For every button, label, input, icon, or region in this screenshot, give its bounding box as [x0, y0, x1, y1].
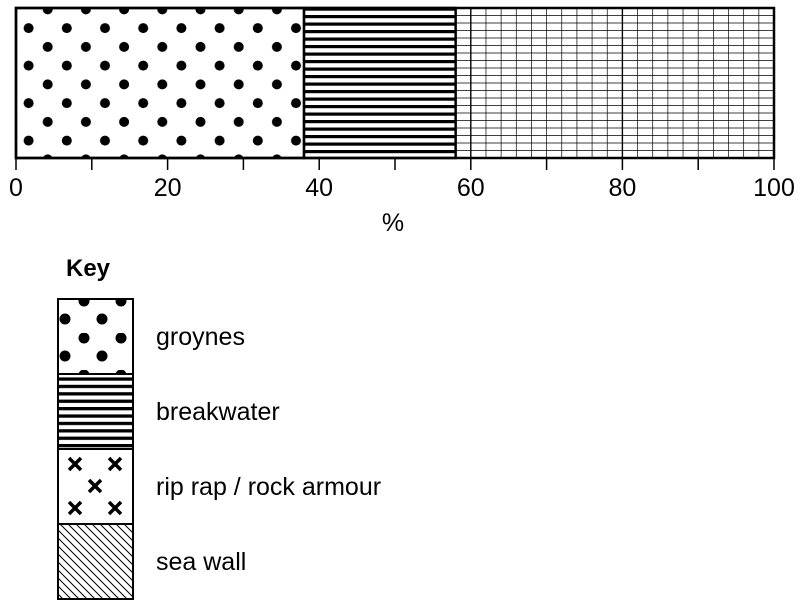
key-label: sea wall: [156, 548, 246, 576]
cross-mark: [107, 500, 123, 516]
key-label: groynes: [156, 323, 245, 351]
x-tick-label: 40: [305, 174, 333, 202]
bar-segment-horizontal-lines: [302, 6, 457, 160]
key-item-diagonal-lines: sea wall: [57, 523, 246, 600]
key-swatch-lines: [58, 374, 133, 449]
x-tick-label: 80: [608, 174, 636, 202]
x-axis-label: %: [382, 209, 404, 237]
cross-mark: [107, 456, 123, 472]
key-item-dots: groynes: [57, 298, 245, 375]
cross-mark: [67, 500, 83, 516]
x-tick-label: 20: [154, 174, 182, 202]
key-label: breakwater: [156, 398, 280, 426]
cross-mark: [67, 456, 83, 472]
key-item-horizontal-lines: breakwater: [57, 373, 280, 450]
bar-group: [14, 6, 776, 160]
x-tick-label: 60: [457, 174, 485, 202]
key-item-crosses: rip rap / rock armour: [57, 448, 381, 525]
key-label: rip rap / rock armour: [156, 473, 381, 501]
x-tick-label: 0: [9, 174, 23, 202]
key-swatch-diagonal: [58, 524, 133, 599]
key-swatch-border: [57, 523, 134, 600]
cross-mark: [87, 478, 103, 494]
key-title: Key: [66, 255, 111, 282]
x-tick-label: 100: [753, 174, 795, 202]
bar-segment-dots: [14, 6, 306, 160]
x-axis: 0 20 40 60 80 100: [9, 157, 795, 202]
key-legend: groynes breakwater rip rap / rock armour se…: [57, 298, 381, 600]
key-swatch-dots: [58, 299, 133, 374]
